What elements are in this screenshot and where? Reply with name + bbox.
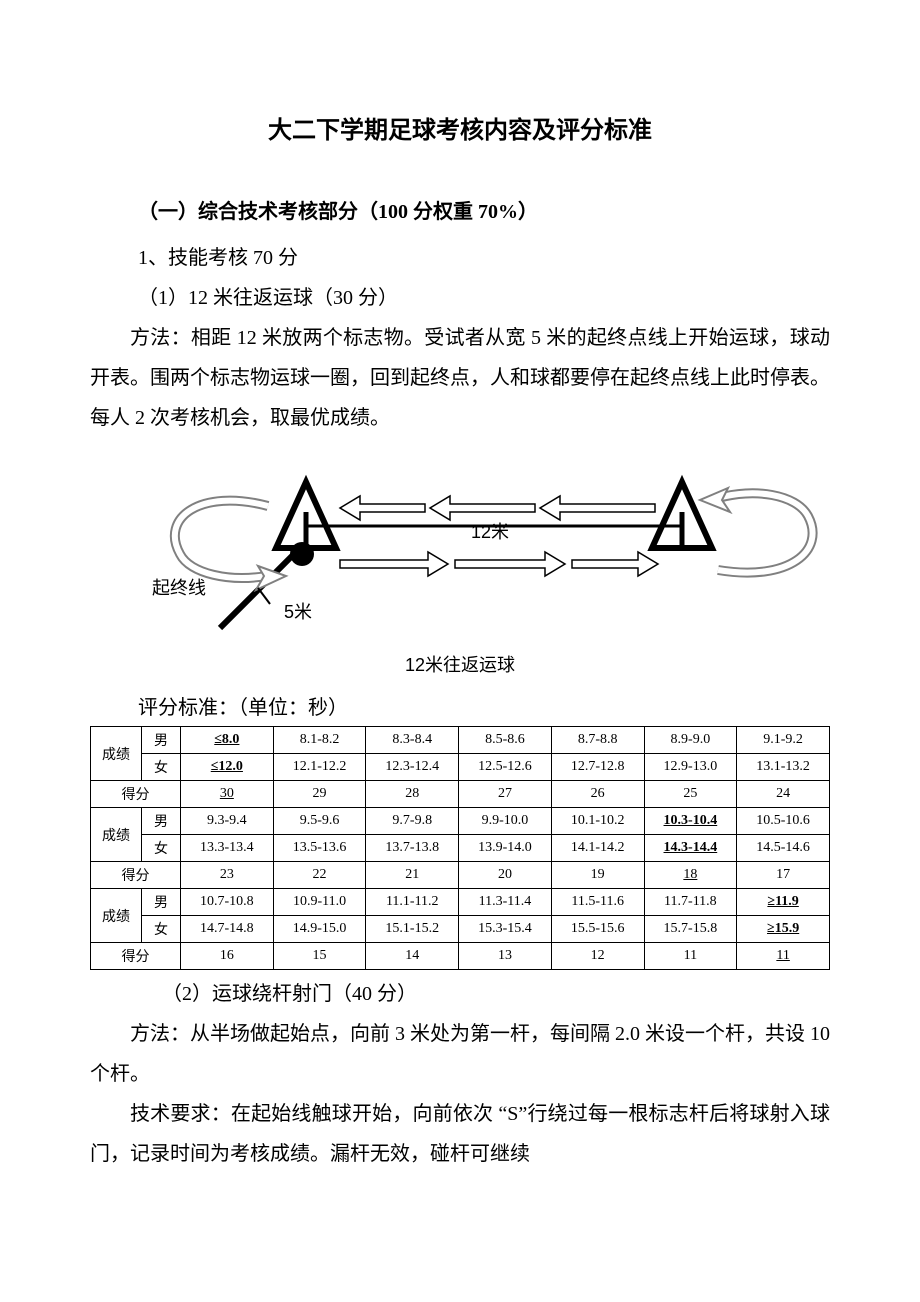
points-cell: 30 bbox=[181, 781, 274, 808]
score-cell: 13.7-13.8 bbox=[366, 835, 459, 862]
score-cell: 12.1-12.2 bbox=[273, 754, 366, 781]
points-cell: 25 bbox=[644, 781, 737, 808]
points-cell: 23 bbox=[181, 862, 274, 889]
score-cell: 14.5-14.6 bbox=[737, 835, 830, 862]
score-cell: ≥11.9 bbox=[737, 889, 830, 916]
ball-icon bbox=[290, 542, 314, 566]
gender-female: 女 bbox=[142, 754, 181, 781]
score-cell: 15.1-15.2 bbox=[366, 916, 459, 943]
score-cell: 12.9-13.0 bbox=[644, 754, 737, 781]
score-cell: 9.7-9.8 bbox=[366, 808, 459, 835]
turn-left-arrow bbox=[175, 501, 286, 590]
points-cell: 26 bbox=[551, 781, 644, 808]
score-cell: 11.1-11.2 bbox=[366, 889, 459, 916]
arrows-top bbox=[340, 496, 655, 520]
points-cell: 27 bbox=[459, 781, 552, 808]
score-cell: 14.9-15.0 bbox=[273, 916, 366, 943]
score-cell: 9.9-10.0 bbox=[459, 808, 552, 835]
document-title: 大二下学期足球考核内容及评分标准 bbox=[90, 110, 830, 145]
score-cell: 11.3-11.4 bbox=[459, 889, 552, 916]
score-cell: 12.3-12.4 bbox=[366, 754, 459, 781]
subitem-2-method: 方法：从半场做起始点，向前 3 米处为第一杆，每间隔 2.0 米设一个杆，共设 … bbox=[90, 1014, 830, 1094]
score-cell: ≤8.0 bbox=[181, 727, 274, 754]
score-cell: 12.7-12.8 bbox=[551, 754, 644, 781]
points-cell: 18 bbox=[644, 862, 737, 889]
document-page: 大二下学期足球考核内容及评分标准 （一）综合技术考核部分（100 分权重 70%… bbox=[0, 0, 920, 1302]
score-cell: ≥15.9 bbox=[737, 916, 830, 943]
score-cell: 8.1-8.2 bbox=[273, 727, 366, 754]
row-label-points: 得分 bbox=[91, 781, 181, 808]
gender-male: 男 bbox=[142, 808, 181, 835]
label-startline: 起终线 bbox=[152, 578, 206, 598]
points-cell: 24 bbox=[737, 781, 830, 808]
score-cell: 9.5-9.6 bbox=[273, 808, 366, 835]
score-cell: 8.9-9.0 bbox=[644, 727, 737, 754]
section-heading: （一）综合技术考核部分（100 分权重 70%） bbox=[138, 195, 830, 224]
table1-caption: 评分标准：（单位：秒） bbox=[138, 691, 830, 720]
gender-female: 女 bbox=[142, 916, 181, 943]
item-1-label: 1、技能考核 70 分 bbox=[138, 238, 830, 278]
gender-male: 男 bbox=[142, 889, 181, 916]
row-label-score: 成绩 bbox=[91, 889, 142, 943]
score-cell: 14.1-14.2 bbox=[551, 835, 644, 862]
score-cell: 13.3-13.4 bbox=[181, 835, 274, 862]
score-cell: 10.9-11.0 bbox=[273, 889, 366, 916]
points-cell: 17 bbox=[737, 862, 830, 889]
score-cell: 10.1-10.2 bbox=[551, 808, 644, 835]
dribble-diagram: 12米 5米 起终线 12米往返运球 bbox=[90, 458, 830, 677]
score-cell: 8.5-8.6 bbox=[459, 727, 552, 754]
points-cell: 28 bbox=[366, 781, 459, 808]
score-cell: 13.5-13.6 bbox=[273, 835, 366, 862]
points-cell: 22 bbox=[273, 862, 366, 889]
score-cell: 10.7-10.8 bbox=[181, 889, 274, 916]
row-label-points: 得分 bbox=[91, 862, 181, 889]
dribble-diagram-svg: 12米 5米 起终线 bbox=[90, 458, 830, 638]
row-label-score: 成绩 bbox=[91, 727, 142, 781]
points-cell: 21 bbox=[366, 862, 459, 889]
score-cell: 11.5-11.6 bbox=[551, 889, 644, 916]
points-cell: 20 bbox=[459, 862, 552, 889]
score-cell: 15.3-15.4 bbox=[459, 916, 552, 943]
score-cell: 13.1-13.2 bbox=[737, 754, 830, 781]
points-cell: 16 bbox=[181, 943, 274, 970]
score-cell: 8.7-8.8 bbox=[551, 727, 644, 754]
arrows-bottom bbox=[340, 552, 658, 576]
diagram-caption: 12米往返运球 bbox=[90, 651, 830, 677]
subitem-1-method: 方法：相距 12 米放两个标志物。受试者从宽 5 米的起终点线上开始运球，球动开… bbox=[90, 318, 830, 438]
score-cell: 13.9-14.0 bbox=[459, 835, 552, 862]
score-cell: 9.3-9.4 bbox=[181, 808, 274, 835]
points-cell: 29 bbox=[273, 781, 366, 808]
turn-right-arrow bbox=[700, 488, 813, 573]
score-cell: 15.5-15.6 bbox=[551, 916, 644, 943]
label-5m: 5米 bbox=[284, 602, 312, 622]
points-cell: 11 bbox=[644, 943, 737, 970]
score-cell: 12.5-12.6 bbox=[459, 754, 552, 781]
score-cell: 14.3-14.4 bbox=[644, 835, 737, 862]
subitem-1-heading: （1）12 米往返运球（30 分） bbox=[138, 278, 830, 318]
row-label-score: 成绩 bbox=[91, 808, 142, 862]
points-cell: 11 bbox=[737, 943, 830, 970]
points-cell: 14 bbox=[366, 943, 459, 970]
score-cell: 10.3-10.4 bbox=[644, 808, 737, 835]
subitem-2-heading: （2）运球绕杆射门（40 分） bbox=[162, 974, 830, 1014]
score-cell: 15.7-15.8 bbox=[644, 916, 737, 943]
subitem-2-tech: 技术要求：在起始线触球开始，向前依次 “S”行绕过每一根标志杆后将球射入球门，记… bbox=[90, 1094, 830, 1174]
score-cell: 10.5-10.6 bbox=[737, 808, 830, 835]
score-cell: ≤12.0 bbox=[181, 754, 274, 781]
points-cell: 19 bbox=[551, 862, 644, 889]
row-label-points: 得分 bbox=[91, 943, 181, 970]
score-cell: 9.1-9.2 bbox=[737, 727, 830, 754]
score-cell: 8.3-8.4 bbox=[366, 727, 459, 754]
gender-female: 女 bbox=[142, 835, 181, 862]
label-12m: 12米 bbox=[471, 522, 509, 542]
score-cell: 11.7-11.8 bbox=[644, 889, 737, 916]
points-cell: 12 bbox=[551, 943, 644, 970]
points-cell: 15 bbox=[273, 943, 366, 970]
score-table-1: 成绩男≤8.08.1-8.28.3-8.48.5-8.68.7-8.88.9-9… bbox=[90, 726, 830, 970]
points-cell: 13 bbox=[459, 943, 552, 970]
score-cell: 14.7-14.8 bbox=[181, 916, 274, 943]
gender-male: 男 bbox=[142, 727, 181, 754]
